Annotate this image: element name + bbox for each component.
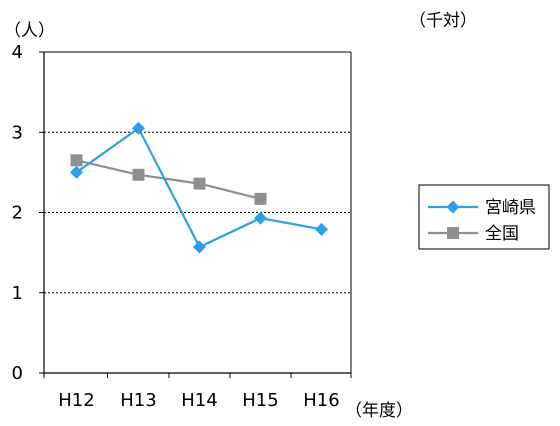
y-tick-label: 0 [12, 363, 23, 384]
data-point [70, 165, 83, 179]
data-point [315, 222, 328, 236]
legend-marker [447, 227, 459, 239]
data-point [254, 211, 267, 225]
x-tick-label: H14 [181, 390, 217, 411]
series-0 [70, 121, 328, 254]
y-tick-label: 3 [12, 122, 23, 143]
annotation-label: （千対） [409, 11, 477, 31]
legend-box [418, 184, 550, 250]
y-tick-label: 2 [12, 203, 23, 224]
data-point [193, 177, 206, 190]
data-point [132, 121, 145, 135]
series-layer [70, 121, 328, 254]
legend-item-0: 宮崎県 [428, 198, 536, 218]
data-point [70, 154, 83, 167]
y-axis-unit-label: （人） [4, 21, 55, 41]
y-tick-label: 1 [12, 283, 23, 304]
data-point [132, 168, 145, 181]
legend-label: 宮崎県 [485, 198, 536, 218]
data-point [254, 192, 267, 205]
legend-marker [446, 200, 460, 214]
x-tick-label: H12 [58, 390, 94, 411]
legend-label: 全国 [485, 224, 519, 244]
series-1 [70, 154, 267, 205]
axes [39, 51, 352, 378]
x-tick-label: H13 [120, 390, 156, 411]
data-point [193, 240, 206, 254]
x-tick-label: H16 [303, 390, 339, 411]
tick-labels: 0 1 2 3 4 H12 H13 H14 H15 H16 [12, 42, 340, 411]
grid-lines [44, 131, 351, 294]
y-tick-label: 4 [12, 42, 23, 63]
x-tick-label: H15 [242, 390, 278, 411]
x-axis-unit-label: （年度） [345, 401, 413, 421]
series-line [76, 159, 261, 200]
legend-item-1: 全国 [428, 224, 519, 244]
